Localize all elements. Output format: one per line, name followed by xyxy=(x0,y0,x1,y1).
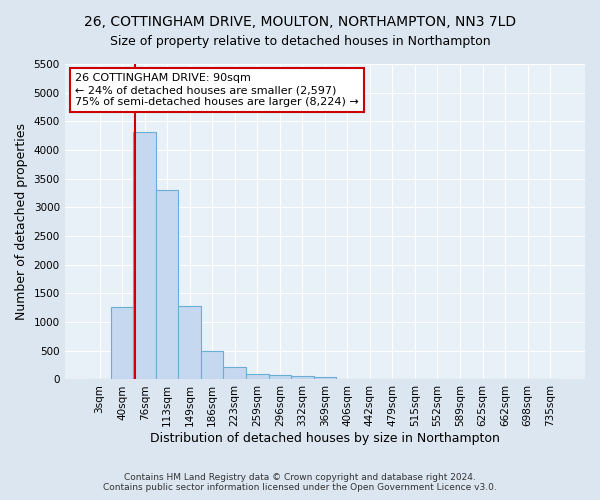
Bar xyxy=(314,376,336,380)
Bar xyxy=(201,352,223,380)
Bar xyxy=(223,367,246,380)
Text: 26 COTTINGHAM DRIVE: 90sqm
← 24% of detached houses are smaller (2,597)
75% of s: 26 COTTINGHAM DRIVE: 90sqm ← 24% of deta… xyxy=(75,74,359,106)
Bar xyxy=(269,376,291,380)
Bar xyxy=(133,132,156,380)
Text: 26, COTTINGHAM DRIVE, MOULTON, NORTHAMPTON, NN3 7LD: 26, COTTINGHAM DRIVE, MOULTON, NORTHAMPT… xyxy=(84,15,516,29)
Y-axis label: Number of detached properties: Number of detached properties xyxy=(15,123,28,320)
X-axis label: Distribution of detached houses by size in Northampton: Distribution of detached houses by size … xyxy=(150,432,500,445)
Text: Contains HM Land Registry data © Crown copyright and database right 2024.
Contai: Contains HM Land Registry data © Crown c… xyxy=(103,473,497,492)
Bar xyxy=(291,376,314,380)
Bar xyxy=(246,374,269,380)
Bar xyxy=(111,306,133,380)
Text: Size of property relative to detached houses in Northampton: Size of property relative to detached ho… xyxy=(110,35,490,48)
Bar xyxy=(178,306,201,380)
Bar xyxy=(156,190,178,380)
